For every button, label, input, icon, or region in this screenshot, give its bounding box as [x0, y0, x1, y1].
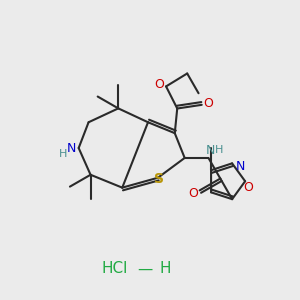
Text: O: O [204, 97, 214, 110]
Text: O: O [243, 181, 253, 194]
Text: H: H [58, 149, 67, 159]
Text: H: H [215, 145, 224, 155]
Text: S: S [154, 172, 164, 186]
Text: O: O [154, 78, 164, 91]
Text: O: O [188, 187, 198, 200]
Text: N: N [235, 160, 245, 173]
Text: —: — [137, 261, 153, 276]
Text: N: N [67, 142, 76, 154]
Text: H: H [160, 261, 171, 276]
Text: N: N [206, 143, 215, 157]
Text: HCl: HCl [102, 261, 128, 276]
